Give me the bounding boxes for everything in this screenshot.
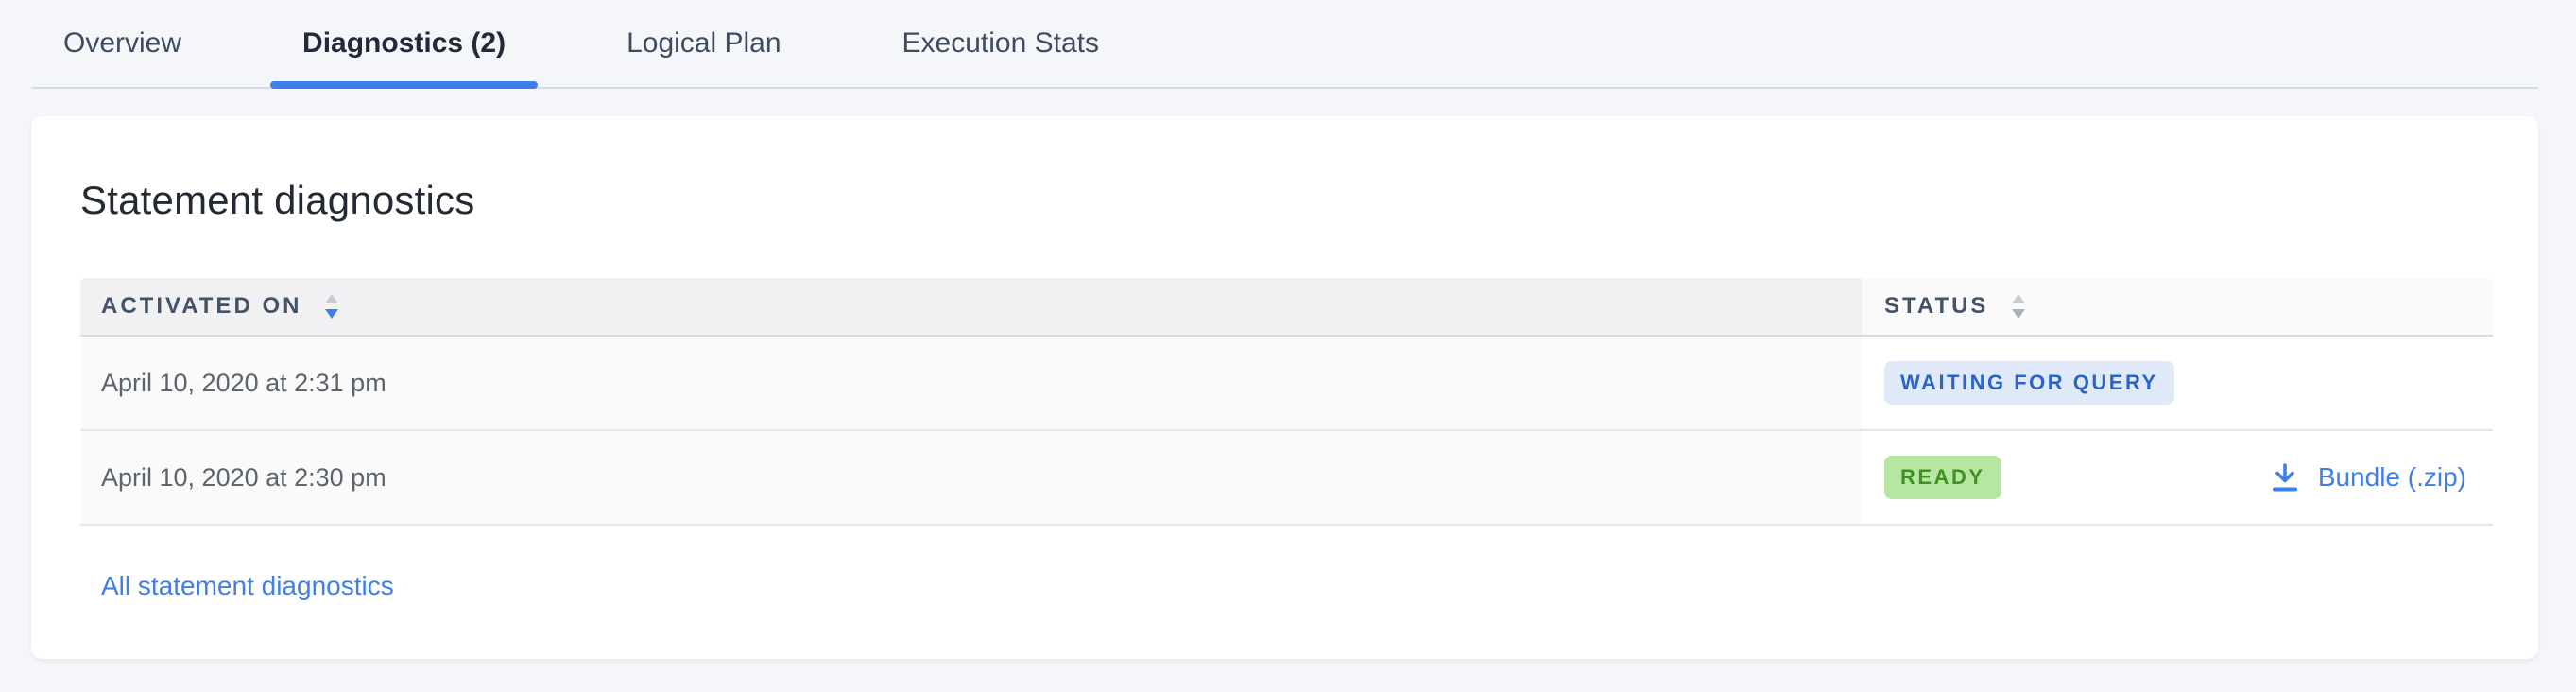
tab-diagnostics[interactable]: Diagnostics (2) bbox=[270, 0, 539, 89]
bundle-cell bbox=[2258, 337, 2493, 429]
sort-arrows-icon bbox=[2011, 292, 2026, 320]
tab-overview[interactable]: Overview bbox=[31, 0, 214, 87]
sort-arrows-icon bbox=[324, 292, 339, 320]
statement-detail-tabs: Overview Diagnostics (2) Logical Plan Ex… bbox=[31, 0, 2538, 89]
bundle-download-link[interactable]: Bundle (.zip) bbox=[2269, 461, 2466, 493]
bundle-cell: Bundle (.zip) bbox=[2258, 431, 2493, 524]
all-statement-diagnostics-link[interactable]: All statement diagnostics bbox=[101, 571, 394, 600]
column-header-status-label: STATUS bbox=[1884, 293, 1989, 319]
column-header-bundle bbox=[2258, 278, 2493, 335]
table-header-row: ACTIVATED ON STATUS bbox=[80, 278, 2493, 337]
tab-execution-stats-label: Execution Stats bbox=[902, 27, 1099, 59]
table-row: April 10, 2020 at 2:30 pm READY Bundle (… bbox=[80, 431, 2493, 526]
status-badge: WAITING FOR QUERY bbox=[1884, 361, 2174, 405]
tab-execution-stats[interactable]: Execution Stats bbox=[870, 0, 1131, 87]
table-row: April 10, 2020 at 2:31 pm WAITING FOR QU… bbox=[80, 337, 2493, 431]
activated-on-value: April 10, 2020 at 2:30 pm bbox=[101, 462, 386, 492]
download-icon bbox=[2269, 461, 2301, 493]
column-header-status[interactable]: STATUS bbox=[1862, 278, 2258, 335]
tab-logical-plan-label: Logical Plan bbox=[627, 27, 781, 59]
tab-diagnostics-label: Diagnostics (2) bbox=[302, 27, 507, 59]
tab-logical-plan[interactable]: Logical Plan bbox=[594, 0, 813, 87]
status-cell: READY bbox=[1862, 431, 2258, 524]
column-header-activated-on-label: ACTIVATED ON bbox=[101, 293, 302, 319]
diagnostics-table: ACTIVATED ON STATUS bbox=[80, 278, 2493, 526]
tab-overview-label: Overview bbox=[63, 27, 182, 59]
activated-on-cell: April 10, 2020 at 2:31 pm bbox=[80, 337, 1862, 429]
statement-diagnostics-card: Statement diagnostics ACTIVATED ON STATU… bbox=[31, 116, 2538, 659]
page-title: Statement diagnostics bbox=[80, 178, 475, 222]
activated-on-cell: April 10, 2020 at 2:30 pm bbox=[80, 431, 1862, 524]
status-cell: WAITING FOR QUERY bbox=[1862, 337, 2258, 429]
activated-on-value: April 10, 2020 at 2:31 pm bbox=[101, 368, 386, 397]
active-tab-indicator bbox=[270, 81, 539, 89]
bundle-download-label: Bundle (.zip) bbox=[2317, 462, 2466, 492]
status-badge: READY bbox=[1884, 456, 2001, 499]
column-header-activated-on[interactable]: ACTIVATED ON bbox=[80, 278, 1862, 335]
